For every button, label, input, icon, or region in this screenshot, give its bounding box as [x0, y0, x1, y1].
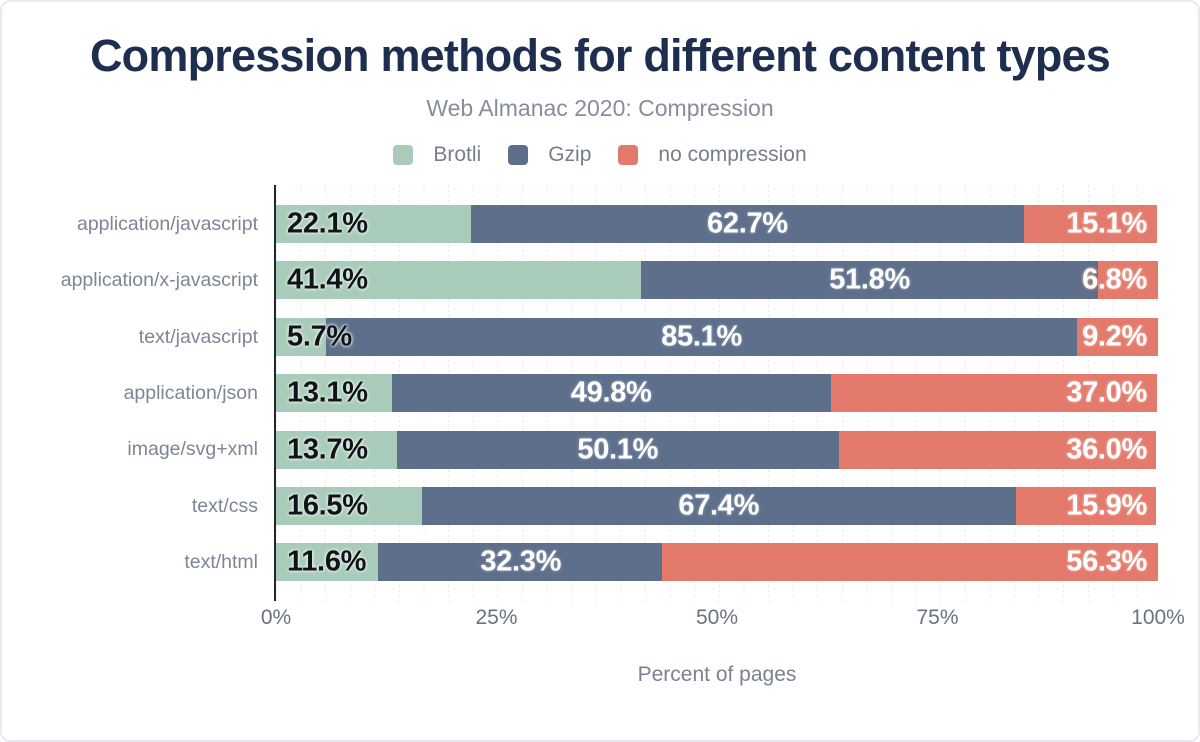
- bar-track: 5.7% 85.1% 9.2%: [276, 317, 1158, 356]
- bar-track: 16.5% 67.4% 15.9%: [276, 486, 1158, 525]
- value-label-brotli: 16.5%: [287, 489, 368, 522]
- page-title: Compression methods for different conten…: [89, 30, 1111, 81]
- chart-row: text/css 16.5% 67.4% 15.9%: [42, 486, 1158, 525]
- value-label-no-compression: 37.0%: [1066, 376, 1147, 409]
- value-label-brotli: 5.7%: [287, 320, 352, 353]
- x-axis-title: Percent of pages: [637, 663, 797, 687]
- bar-track: 13.1% 49.8% 37.0%: [276, 374, 1158, 413]
- value-label-brotli: 13.1%: [287, 376, 368, 409]
- value-label-brotli: 41.4%: [287, 263, 368, 296]
- value-label-no-compression: 36.0%: [1066, 433, 1147, 466]
- legend-label: no compression: [658, 143, 807, 166]
- legend-swatch-brotli: [393, 145, 414, 165]
- category-label: application/x-javascript: [60, 269, 258, 292]
- legend-item-no-compression: no compression: [618, 143, 807, 167]
- bar-segment-gzip[interactable]: [641, 261, 1099, 300]
- category-label: image/svg+xml: [127, 438, 258, 461]
- chart-row: application/json 13.1% 49.8% 37.0%: [42, 374, 1158, 413]
- x-axis-tick: 0%: [260, 606, 292, 630]
- bar-segment-gzip[interactable]: [396, 430, 839, 469]
- page-subtitle: Web Almanac 2020: Compression: [426, 95, 774, 121]
- plot-area: application/javascript 22.1% 62.7% 15.1% app…: [42, 185, 1158, 602]
- value-label-no-compression: 6.8%: [1082, 263, 1147, 296]
- legend-swatch-no-compression: [618, 145, 639, 165]
- x-axis-tick: 100%: [1131, 606, 1185, 630]
- legend-item-brotli: Brotli: [393, 143, 481, 167]
- value-label-no-compression: 56.3%: [1066, 545, 1147, 578]
- value-label-gzip: 62.7%: [707, 207, 788, 240]
- x-axis: 0% 25% 50% 75% 100%: [261, 606, 1185, 632]
- bar-segment-no-compression[interactable]: [662, 543, 1158, 582]
- category-label: text/html: [184, 551, 258, 574]
- value-label-gzip: 50.1%: [577, 433, 659, 466]
- bar-track: 22.1% 62.7% 15.1%: [276, 205, 1158, 243]
- bar-track: 11.6% 32.3% 56.3%: [276, 543, 1158, 582]
- bar-segment-no-compression[interactable]: [830, 374, 1158, 413]
- legend-swatch-gzip: [508, 145, 529, 165]
- bar-segment-gzip[interactable]: [421, 486, 1016, 525]
- x-axis-tick: 25%: [475, 606, 518, 630]
- value-label-brotli: 22.1%: [287, 207, 368, 240]
- bar-track: 41.4% 51.8% 6.8%: [276, 261, 1158, 300]
- value-label-gzip: 51.8%: [829, 263, 910, 296]
- bar-segment-no-compression[interactable]: [838, 430, 1157, 469]
- category-label: text/javascript: [138, 325, 258, 348]
- x-axis-tick: 75%: [916, 606, 959, 630]
- bar-segment-gzip[interactable]: [378, 543, 663, 582]
- value-label-no-compression: 9.2%: [1082, 320, 1147, 353]
- value-label-gzip: 67.4%: [678, 489, 760, 522]
- value-label-no-compression: 15.1%: [1066, 207, 1147, 240]
- bar-segment-brotli[interactable]: [276, 486, 422, 525]
- value-label-gzip: 85.1%: [661, 320, 742, 353]
- category-label: application/json: [123, 381, 258, 404]
- bar-segment-gzip[interactable]: [391, 374, 831, 413]
- bar-segment-brotli[interactable]: [276, 430, 397, 469]
- bar-segment-no-compression[interactable]: [1098, 261, 1158, 300]
- legend-label: Brotli: [433, 143, 482, 166]
- bar-segment-brotli[interactable]: [276, 543, 379, 582]
- chart-row: application/x-javascript 41.4% 51.8% 6.8%: [42, 261, 1158, 300]
- category-label: text/css: [191, 494, 258, 517]
- legend-label: Gzip: [548, 143, 592, 166]
- bar-segment-gzip[interactable]: [326, 317, 1077, 356]
- chart-row: application/javascript 22.1% 62.7% 15.1%: [42, 205, 1158, 243]
- value-label-brotli: 11.6%: [287, 545, 367, 578]
- value-label-no-compression: 15.9%: [1066, 489, 1147, 522]
- bar-segment-no-compression[interactable]: [1015, 486, 1157, 525]
- legend-item-gzip: Gzip: [508, 143, 591, 167]
- chart-row: text/javascript 5.7% 85.1% 9.2%: [42, 317, 1158, 356]
- value-label-brotli: 13.7%: [287, 433, 368, 466]
- bar-segment-gzip[interactable]: [470, 205, 1024, 243]
- value-label-gzip: 32.3%: [480, 545, 562, 578]
- bar-segment-brotli[interactable]: [276, 261, 642, 300]
- chart-row: image/svg+xml 13.7% 50.1% 36.0%: [42, 430, 1158, 469]
- bar-segment-no-compression[interactable]: [1076, 317, 1158, 356]
- bar-segment-brotli[interactable]: [276, 317, 327, 356]
- category-label: application/javascript: [76, 212, 258, 235]
- legend: Brotli Gzip no compression: [2, 143, 1198, 167]
- chart-row: text/html 11.6% 32.3% 56.3%: [42, 543, 1158, 582]
- bar-track: 13.7% 50.1% 36.0%: [276, 430, 1158, 469]
- x-axis-tick: 50%: [695, 606, 739, 630]
- chart: application/javascript 22.1% 62.7% 15.1% app…: [42, 185, 1185, 687]
- bar-segment-brotli[interactable]: [276, 205, 471, 243]
- value-label-gzip: 49.8%: [570, 376, 652, 409]
- bar-segment-brotli[interactable]: [276, 374, 392, 413]
- bar-segment-no-compression[interactable]: [1023, 205, 1158, 243]
- y-axis-line: [274, 185, 276, 602]
